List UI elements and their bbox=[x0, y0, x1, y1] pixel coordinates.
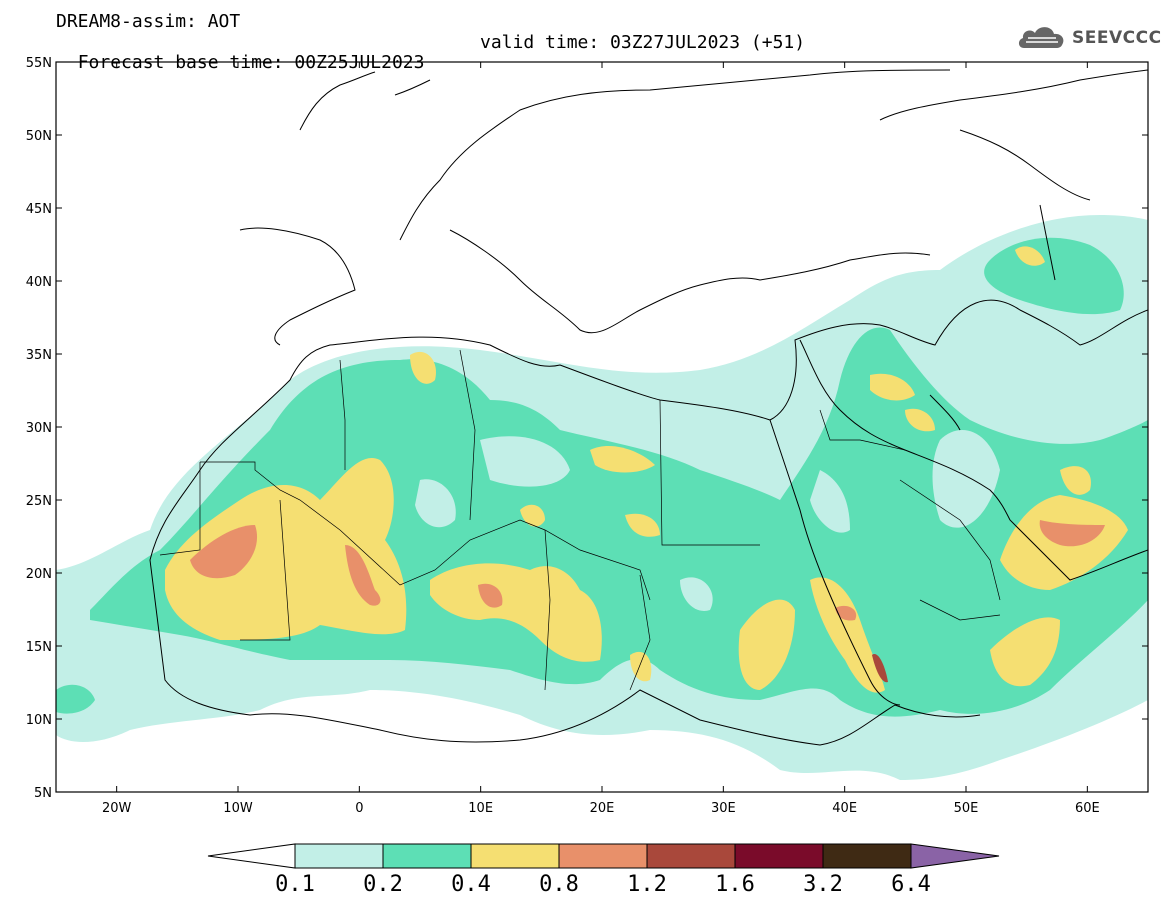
lat-label: 35N bbox=[26, 348, 52, 363]
aot-band-0-8 bbox=[190, 520, 1105, 621]
colorbar-label: 1.2 bbox=[627, 872, 667, 897]
colorbar-swatch bbox=[822, 843, 912, 869]
lon-label: 20E bbox=[590, 801, 615, 816]
valid-time: valid time: 03Z27JUL2023 (+51) bbox=[480, 32, 806, 53]
lat-label: 10N bbox=[26, 713, 52, 728]
lon-label: 60E bbox=[1075, 801, 1100, 816]
lat-axis: 5N 10N 15N 20N 25N 30N 35N 40N 45N 50N 55N bbox=[26, 56, 1148, 801]
lon-label: 40E bbox=[832, 801, 857, 816]
aot-band-1-2 bbox=[872, 654, 888, 683]
lat-label: 30N bbox=[26, 421, 52, 436]
aot-field bbox=[56, 215, 1148, 780]
lat-label: 45N bbox=[26, 202, 52, 217]
colorbar-label: 0.2 bbox=[363, 872, 403, 897]
lat-label: 40N bbox=[26, 275, 52, 290]
colorbar-under-arrow bbox=[207, 843, 296, 869]
country-borders bbox=[159, 349, 1001, 691]
colorbar-over-arrow bbox=[910, 843, 1000, 869]
coastlines bbox=[149, 69, 1148, 746]
aot-band-gap bbox=[415, 430, 1000, 611]
base-time: Forecast base time: 00Z25JUL2023 bbox=[77, 52, 425, 73]
colorbar-swatch bbox=[294, 843, 384, 869]
lat-label: 15N bbox=[26, 640, 52, 655]
aot-band-0-4 bbox=[165, 246, 1128, 693]
colorbar-label: 0.1 bbox=[275, 872, 315, 897]
lat-label: 25N bbox=[26, 494, 52, 509]
colorbar-swatch bbox=[558, 843, 648, 869]
colorbar-label: 0.4 bbox=[451, 872, 491, 897]
cloud-logo-icon bbox=[1018, 27, 1064, 48]
colorbar bbox=[207, 843, 1000, 869]
colorbar-swatch bbox=[382, 843, 472, 869]
lat-label: 20N bbox=[26, 567, 52, 582]
colorbar-swatch bbox=[470, 843, 560, 869]
colorbar-label: 1.6 bbox=[715, 872, 755, 897]
lon-label: 0 bbox=[355, 801, 363, 816]
lon-label: 50E bbox=[954, 801, 979, 816]
lon-label: 20W bbox=[102, 801, 132, 816]
lon-axis: 20W 10W 0 10E 20E 30E 40E 50E 60E bbox=[102, 62, 1100, 816]
model-title: DREAM8-assim: AOT bbox=[56, 11, 241, 32]
lat-label: 55N bbox=[26, 56, 52, 71]
colorbar-swatch bbox=[646, 843, 736, 869]
time-line: Forecast base time: 00Z25JUL2023 valid t… bbox=[56, 33, 805, 93]
colorbar-swatch bbox=[734, 843, 824, 869]
lon-label: 10W bbox=[223, 801, 253, 816]
seevccc-logo: SEEVCCC bbox=[1016, 22, 1161, 58]
lon-label: 10E bbox=[468, 801, 493, 816]
lon-label: 30E bbox=[711, 801, 736, 816]
logo-text: SEEVCCC bbox=[1072, 28, 1162, 48]
lat-label: 5N bbox=[34, 786, 52, 801]
colorbar-label: 6.4 bbox=[891, 872, 931, 897]
lat-label: 50N bbox=[26, 129, 52, 144]
colorbar-label: 3.2 bbox=[803, 872, 843, 897]
colorbar-label: 0.8 bbox=[539, 872, 579, 897]
